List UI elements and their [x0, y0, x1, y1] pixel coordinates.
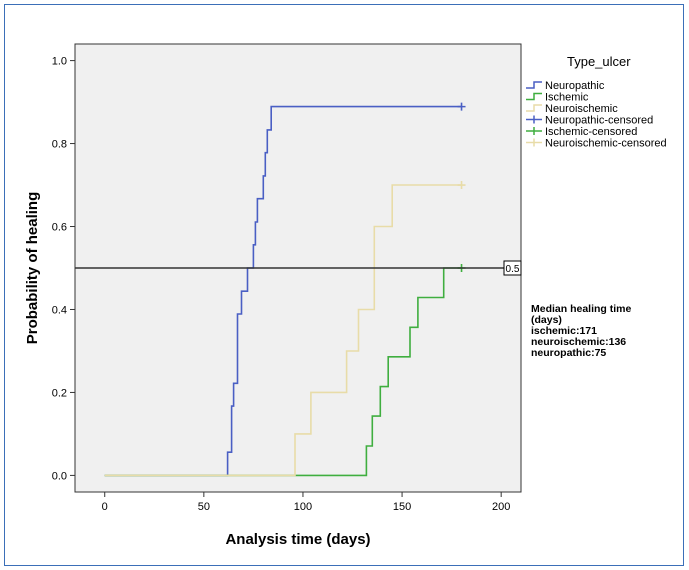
annotation-line: ischemic:171: [531, 325, 597, 337]
x-tick-label: 0: [102, 501, 108, 513]
annotation-line: neuroischemic:136: [531, 336, 626, 348]
y-tick-label: 0.4: [52, 304, 67, 316]
legend-title: Type_ulcer: [567, 54, 631, 69]
y-axis-label: Probability of healing: [24, 192, 41, 345]
legend-label: Ischemic: [545, 92, 589, 104]
annotation-line: (days): [531, 314, 562, 326]
series-line-neuroischemic: [104, 184, 462, 477]
legend-label: Neuroischemic-censored: [545, 138, 667, 150]
y-tick-label: 0.6: [52, 222, 67, 234]
reference-label: 0.5: [506, 264, 520, 275]
series-line-neuropathic: [104, 105, 462, 477]
y-tick-label: 1.0: [52, 56, 67, 68]
legend-swatch: [526, 92, 542, 101]
legend-swatch: [526, 104, 542, 112]
annotation-line: Median healing time: [531, 303, 632, 315]
legend-label: Ischemic-censored: [545, 126, 637, 138]
y-tick-label: 0.0: [52, 470, 67, 482]
x-axis-label: Analysis time (days): [225, 531, 370, 548]
median-annotation: Median healing time(days)ischemic:171neu…: [531, 303, 632, 359]
x-tick-label: 50: [198, 501, 210, 513]
x-tick-label: 150: [393, 501, 411, 513]
y-tick-label: 0.8: [52, 139, 67, 151]
censored-mark-neuropathic: [457, 102, 466, 111]
censored-mark-neuroischemic: [457, 181, 466, 190]
y-tick-label: 0.2: [52, 387, 67, 399]
series-line-ischemic: [104, 267, 462, 477]
annotation-line: neuropathic:75: [531, 347, 606, 359]
legend-label: Neuroischemic: [545, 103, 618, 115]
legend-swatch: [526, 81, 542, 89]
x-tick-label: 200: [492, 501, 510, 513]
reference-label-box: [503, 260, 522, 276]
legend-label: Neuropathic-censored: [545, 115, 653, 127]
legend-label: Neuropathic: [545, 80, 605, 92]
x-tick-label: 100: [294, 501, 312, 513]
